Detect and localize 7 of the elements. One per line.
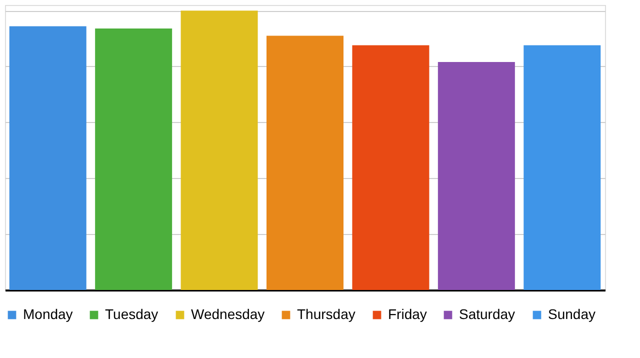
legend-label: Saturday xyxy=(459,306,516,322)
legend-label: Monday xyxy=(23,306,73,322)
legend-label: Wednesday xyxy=(191,306,265,322)
legend-label: Tuesday xyxy=(105,306,158,322)
legend-label: Friday xyxy=(388,306,427,322)
legend-label: Sunday xyxy=(548,306,596,322)
legend-label: Thursday xyxy=(297,306,356,322)
